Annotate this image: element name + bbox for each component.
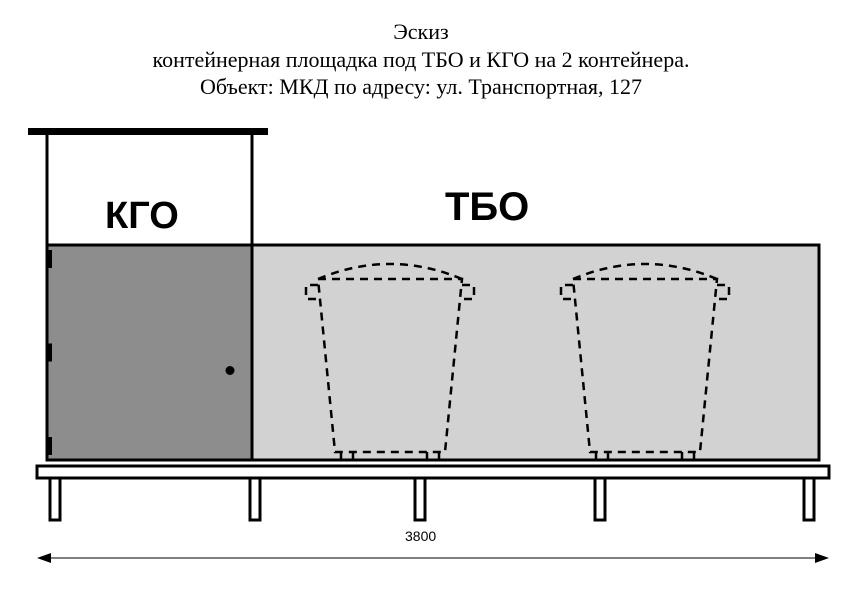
diagram-svg [0, 0, 842, 595]
